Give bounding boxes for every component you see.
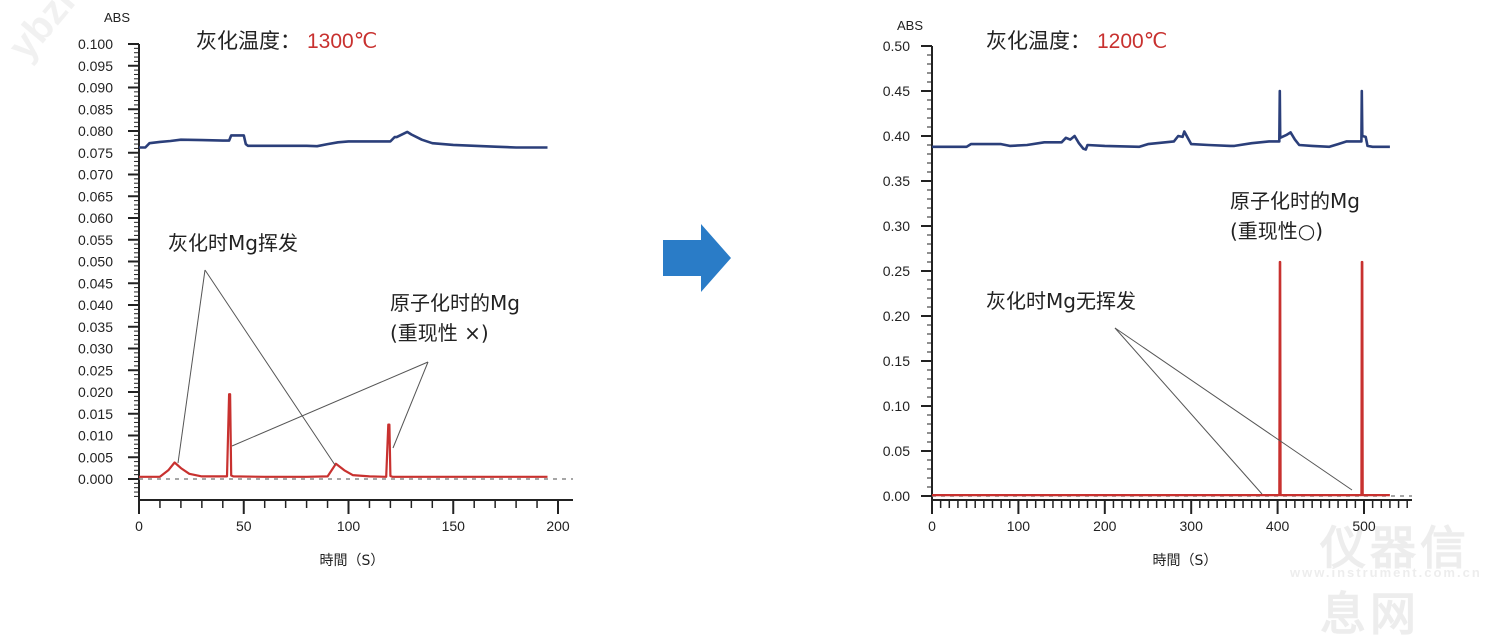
y-tick-label: 0.040: [78, 297, 113, 313]
annotation-no-volatilize: 灰化时Mg无挥发: [986, 289, 1136, 313]
y-tick-label: 0.090: [78, 80, 113, 96]
annotation-leader-line: [231, 361, 429, 447]
annotation-atomization-line1: 原子化时的Mg: [1230, 189, 1360, 213]
y-tick-label: 0.060: [78, 210, 113, 226]
x-tick-label: 50: [236, 518, 252, 534]
x-tick-label: 100: [337, 518, 361, 534]
x-tick-label: 500: [1352, 518, 1376, 534]
blue-series-line: [932, 89, 1390, 151]
y-tick-label: 0.000: [78, 471, 113, 487]
y-axis-unit-label: ABS: [897, 18, 923, 33]
y-tick-label: 0.00: [883, 488, 910, 504]
y-tick-label: 0.25: [883, 263, 910, 279]
y-tick-label: 0.40: [883, 128, 910, 144]
annotation-leader-line: [1114, 327, 1353, 491]
y-tick-label: 0.15: [883, 353, 910, 369]
chart-right-1200c: 0.50 0.45 0.40 0.35 0.30 0.25 0.20 0.15 0.10 0.05…: [883, 18, 1412, 569]
y-tick-label: 0.020: [78, 384, 113, 400]
red-series-line: [932, 260, 1390, 497]
y-tick-label: 0.20: [883, 308, 910, 324]
y-tick-label: 0.005: [78, 449, 113, 465]
chart-right-svg: 0.50 0.45 0.40 0.35 0.30 0.25 0.20 0.15 0.10 0.05…: [883, 18, 1412, 569]
y-tick-label: 0.45: [883, 83, 910, 99]
y-tick-label: 0.30: [883, 218, 910, 234]
y-tick-label: 0.010: [78, 428, 113, 444]
y-tick-label: 0.100: [78, 36, 113, 52]
y-tick-label: 0.10: [883, 398, 910, 414]
y-tick-label: 0.015: [78, 406, 113, 422]
x-tick-label: 300: [1180, 518, 1204, 534]
y-tick-label: 0.080: [78, 123, 113, 139]
x-tick-label: 150: [442, 518, 466, 534]
red-series-line: [139, 393, 548, 478]
annotation-ashing-volatilize: 灰化时Mg挥发: [168, 231, 298, 255]
y-tick-label: 0.05: [883, 443, 910, 459]
x-tick-label: 200: [546, 518, 570, 534]
right-arrow-icon: [663, 224, 733, 292]
y-tick-label: 0.045: [78, 275, 113, 291]
chart-title: 灰化温度： 1200℃: [986, 29, 1167, 53]
y-tick-label: 0.085: [78, 101, 113, 117]
blue-series-line: [139, 130, 548, 149]
annotation-atomization-line2: (重现性 ×): [390, 321, 489, 345]
x-tick-label: 100: [1007, 518, 1031, 534]
y-tick-label: 0.050: [78, 254, 113, 270]
annotation-leader-line: [177, 269, 206, 464]
annotation-leader-line: [392, 361, 429, 449]
chart-left-1300c: 0.100 0.095 0.090 0.085 0.080 0.075 0.070 0.065…: [0, 0, 600, 588]
y-tick-label: 0.070: [78, 167, 113, 183]
annotation-leader-line: [1114, 327, 1263, 495]
y-tick-label: 0.35: [883, 173, 910, 189]
y-tick-label: 0.50: [883, 38, 910, 54]
annotation-leader-line: [204, 269, 336, 466]
y-tick-label: 0.055: [78, 232, 113, 248]
chart-left-svg: 0.100 0.095 0.090 0.085 0.080 0.075 0.070 0.065…: [78, 10, 573, 569]
x-tick-label: 0: [928, 518, 936, 534]
x-tick-label: 0: [135, 518, 143, 534]
x-axis-title: 時間（S）: [1153, 553, 1218, 569]
y-tick-label: 0.025: [78, 362, 113, 378]
y-tick-label: 0.095: [78, 58, 113, 74]
y-tick-label: 0.065: [78, 188, 113, 204]
x-axis-title: 時間（S）: [320, 553, 385, 569]
y-tick-label: 0.075: [78, 145, 113, 161]
chart-title: 灰化温度： 1300℃: [196, 29, 377, 53]
x-tick-label: 200: [1093, 518, 1117, 534]
y-tick-label: 0.035: [78, 319, 113, 335]
y-axis-unit-label: ABS: [104, 10, 130, 25]
y-tick-label: 0.030: [78, 341, 113, 357]
annotation-atomization-line1: 原子化时的Mg: [390, 291, 520, 315]
x-tick-label: 400: [1266, 518, 1290, 534]
annotation-atomization-line2: (重现性○): [1230, 219, 1323, 243]
